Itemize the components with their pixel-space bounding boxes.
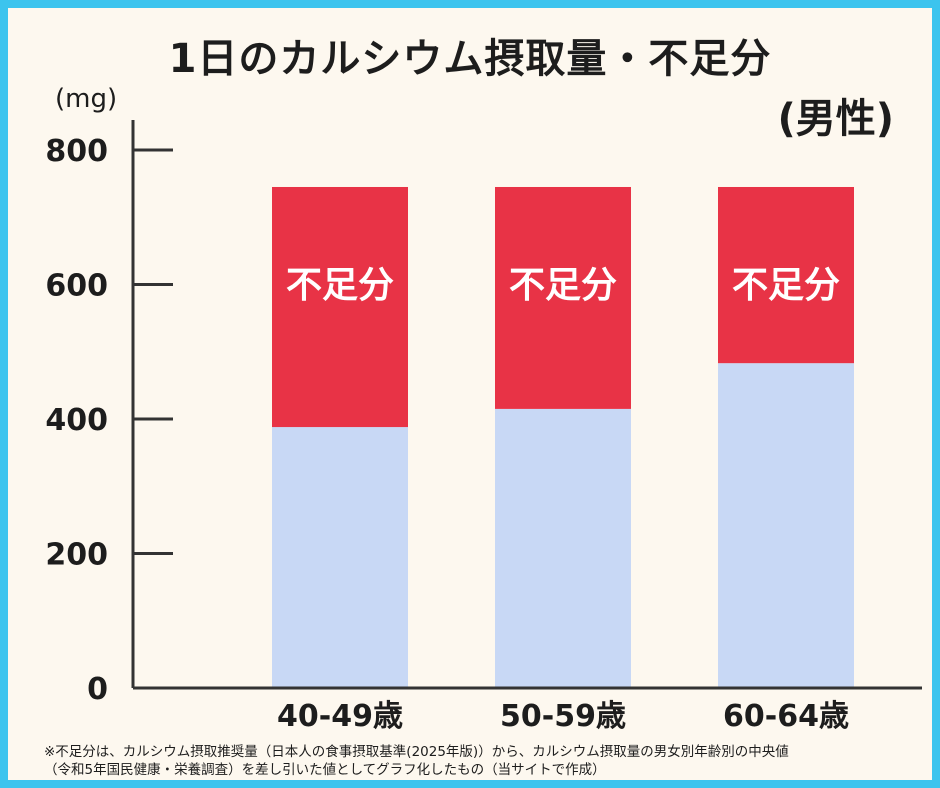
x-tick-label-0: 40-49歳	[277, 699, 403, 734]
shortage-label-0: 不足分	[286, 265, 394, 306]
footnote-line-2: （令和5年国民健康・栄養調査）を差し引いた値としてグラフ化したもの（当サイトで作…	[44, 762, 606, 778]
shortage-bar-1	[495, 186, 631, 409]
shortage-label-1: 不足分	[509, 265, 617, 306]
intake-bar-0	[272, 427, 408, 688]
x-tick-label-1: 50-59歳	[500, 699, 626, 734]
bars-group: 不足分 不足分 不足分	[272, 186, 854, 688]
axes-group: 40-49歳 50-59歳 60-64歳 0 200 400 600 800	[45, 120, 922, 734]
footnote-line-1: ※不足分は、カルシウム摂取推奨量（日本人の食事摂取基準(2025年版)）から、カ…	[44, 744, 789, 760]
y-tick-label-0: 0	[87, 672, 108, 707]
y-tick-label-4: 800	[45, 134, 108, 169]
intake-bar-2	[718, 363, 854, 688]
x-tick-label-2: 60-64歳	[723, 699, 849, 734]
shortage-bar-0	[272, 186, 408, 428]
y-tick-label-3: 600	[45, 269, 108, 304]
chart-title: 1日のカルシウム摂取量・不足分	[168, 36, 772, 82]
y-tick-label-1: 200	[45, 538, 108, 573]
chart-subtitle: (男性)	[777, 96, 894, 142]
shortage-bar-2	[718, 186, 854, 364]
y-tick-label-2: 400	[45, 403, 108, 438]
shortage-label-2: 不足分	[732, 265, 840, 306]
y-axis-unit: (mg)	[55, 84, 118, 114]
intake-bar-1	[495, 408, 631, 688]
